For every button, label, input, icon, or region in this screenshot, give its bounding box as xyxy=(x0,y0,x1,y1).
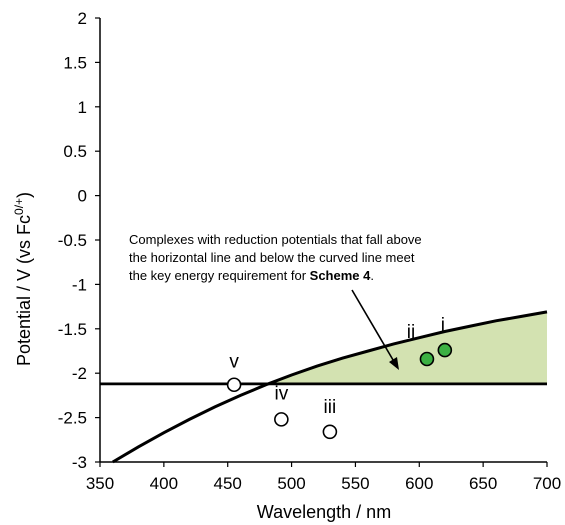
x-tick-label: 550 xyxy=(341,474,369,493)
y-tick-label: 1.5 xyxy=(63,53,87,72)
x-axis-title: Wavelength / nm xyxy=(257,502,391,522)
y-axis-title-superscript: 0/+ xyxy=(12,198,26,215)
data-points xyxy=(226,342,453,440)
y-tick-label: -3 xyxy=(72,453,87,472)
y-axis-title-main: Potential / V (vs Fc xyxy=(14,215,34,366)
y-axis-ticks: 2 1.5 1 0.5 0 -0.5 -1 -1.5 -2 -2.5 -3 xyxy=(58,9,100,472)
y-tick-label: 0 xyxy=(78,187,87,206)
annotation-line-1: Complexes with reduction potentials that… xyxy=(129,232,422,247)
annotation-arrow-line xyxy=(351,289,397,366)
data-point-iv xyxy=(274,412,289,427)
y-tick-label: -2.5 xyxy=(58,409,87,428)
annotation-bold-text: Scheme 4 xyxy=(310,268,371,283)
annotation-line-3: the key energy requirement for Scheme 4. xyxy=(129,268,374,283)
x-tick-label: 600 xyxy=(405,474,433,493)
y-axis-title: Potential / V (vs Fc0/+) xyxy=(12,192,34,366)
data-point-label-iv: iv xyxy=(274,383,288,404)
wavelength-potential-curve xyxy=(112,310,548,464)
x-tick-label: 650 xyxy=(469,474,497,493)
y-tick-label: -0.5 xyxy=(58,231,87,250)
y-tick-label: 2 xyxy=(78,9,87,28)
data-point-iii xyxy=(322,424,338,440)
x-tick-label: 500 xyxy=(277,474,305,493)
x-tick-label: 400 xyxy=(150,474,178,493)
annotation-line-3-text: the key energy requirement for xyxy=(129,268,310,283)
requirement-region xyxy=(268,311,547,384)
annotation-arrowhead xyxy=(389,357,399,370)
y-tick-label: 0.5 xyxy=(63,142,87,161)
x-tick-label: 350 xyxy=(86,474,114,493)
annotation: Complexes with reduction potentials that… xyxy=(129,232,422,370)
data-point-v xyxy=(226,377,242,393)
data-point-label-v: v xyxy=(229,352,239,373)
y-axis-title-end: ) xyxy=(14,192,34,198)
annotation-line-2: the horizontal line and below the curved… xyxy=(129,250,415,265)
data-point-label-ii: ii xyxy=(407,322,415,343)
x-tick-label: 700 xyxy=(533,474,561,493)
x-axis-ticks: 350 400 450 500 550 600 650 700 xyxy=(86,462,561,493)
y-tick-label: -1 xyxy=(72,275,87,294)
y-tick-label: -2 xyxy=(72,364,87,383)
data-point-ii xyxy=(419,351,435,367)
y-tick-label: 1 xyxy=(78,98,87,117)
data-point-i xyxy=(437,342,453,358)
data-point-label-i: i xyxy=(441,315,445,336)
annotation-tail: . xyxy=(370,268,374,283)
x-tick-label: 450 xyxy=(214,474,242,493)
data-point-label-iii: iii xyxy=(324,397,337,418)
y-tick-label: -1.5 xyxy=(58,320,87,339)
